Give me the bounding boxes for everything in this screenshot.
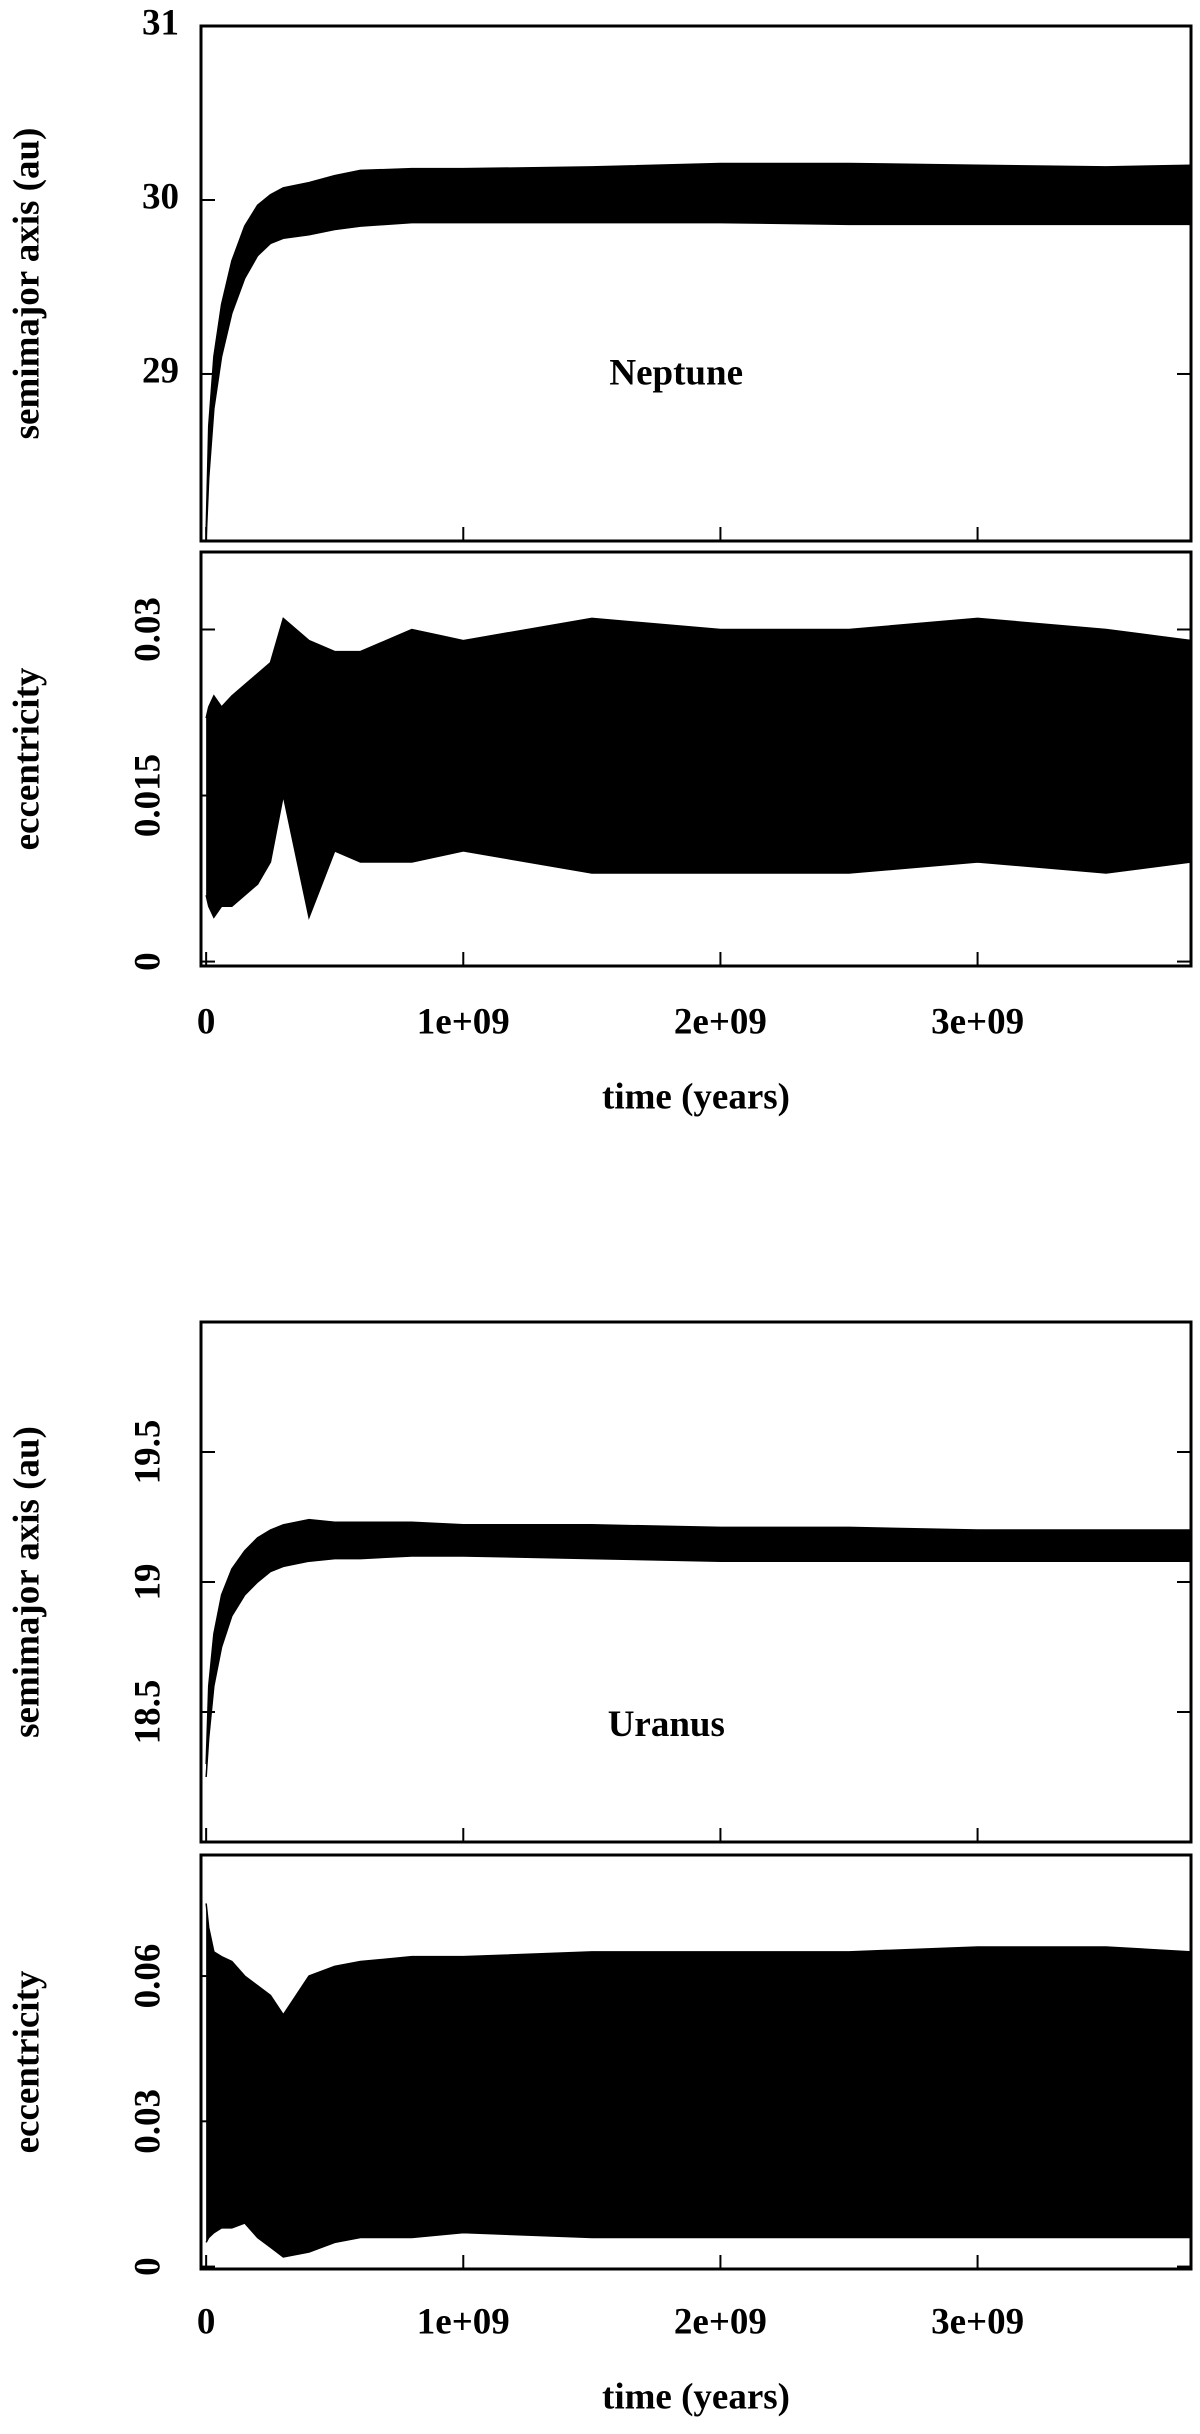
y-tick-label: 29 [142,350,179,391]
band-fill [206,618,1192,918]
x-axis-label: time (years) [602,1076,790,1117]
x-tick-label: 0 [197,2301,216,2342]
x-axis-label: time (years) [602,2376,790,2417]
series-line [205,221,1191,540]
y-tick-label: 0.03 [127,2089,168,2154]
y-tick-label: 0 [127,952,168,971]
y-axis-label: eccentricity [6,1970,47,2153]
y-tick-label: 0 [127,2257,168,2276]
x-tick-label: 1e+09 [417,2301,510,2342]
x-tick-label: 0 [197,1001,216,1042]
plot-frame [199,550,1193,968]
annotation: Neptune [609,353,743,394]
band-fill [206,1903,1192,2257]
series-line [205,2222,1191,2258]
y-tick-label: 19.5 [127,1420,168,1485]
y-tick-label: 18.5 [127,1680,168,1745]
x-tick-label: 3e+09 [931,2301,1024,2342]
y-tick-label: 31 [142,2,179,43]
band-fill [206,163,1192,540]
series-line [205,1903,1192,2017]
y-axis-label: eccentricity [6,667,47,850]
series-line [205,617,1192,719]
y-tick-label: 19 [127,1564,168,1601]
x-tick-label: 3e+09 [931,1001,1024,1042]
y-tick-label: 30 [142,176,179,217]
plot-frame [199,24,1193,543]
plot-frame [199,1320,1193,1844]
x-tick-label: 2e+09 [674,2301,767,2342]
series-line [205,795,1192,920]
y-tick-label: 0.06 [127,1944,168,2009]
series-line [205,162,1192,531]
x-tick-label: 1e+09 [417,1001,510,1042]
y-tick-label: 0.015 [127,754,168,837]
annotation: Uranus [608,1704,725,1745]
series-line [205,1518,1191,1765]
y-axis-label: semimajor axis (au) [6,1426,47,1738]
series-line [205,1555,1191,1778]
plot-frame [199,1853,1193,2271]
y-tick-label: 0.03 [127,597,168,662]
x-tick-label: 2e+09 [674,1001,767,1042]
y-axis-label: semimajor axis (au) [6,128,47,440]
band-fill [206,1519,1192,1777]
